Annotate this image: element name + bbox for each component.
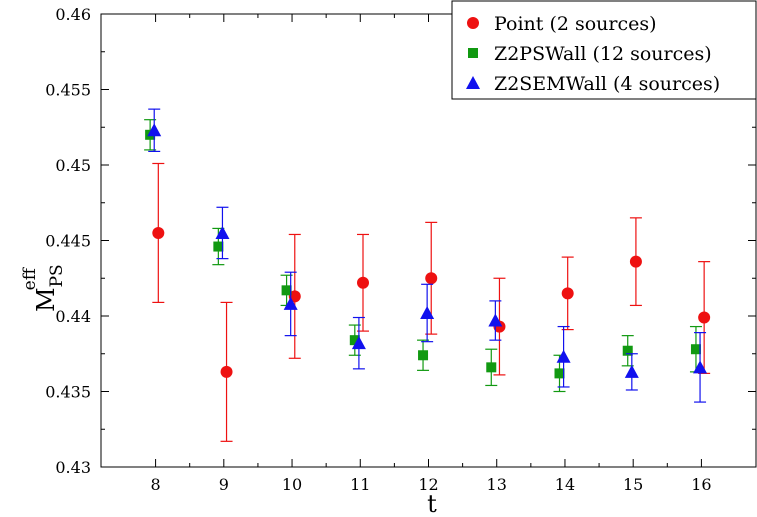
y-tick-label: 0.46 (55, 5, 91, 24)
circle-marker (152, 226, 165, 239)
triangle-marker (556, 349, 571, 363)
legend-label: Z2PSWall (12 sources) (494, 43, 712, 65)
axis-ticks: 8 9 10 11 12 13 14 15 16 0.43 0.435 0.44 0.445 0.45 0.… (45, 5, 756, 494)
square-marker (213, 241, 224, 252)
y-tick-label: 0.44 (55, 307, 91, 326)
circle-marker (629, 255, 642, 268)
x-tick-label: 12 (418, 475, 438, 494)
circle-marker (220, 365, 233, 378)
y-tick-label: 0.435 (45, 383, 91, 402)
square-marker (349, 335, 360, 346)
triangle-marker (624, 364, 639, 378)
x-tick-label: 16 (691, 475, 711, 494)
square-marker (554, 368, 565, 379)
legend: Point (2 sources) Z2PSWall (12 sources) Z2… (451, 0, 757, 100)
circle-marker (357, 276, 369, 289)
x-tick-label: 9 (219, 475, 229, 494)
x-tick-label: 11 (350, 475, 370, 494)
square-marker (622, 345, 633, 356)
x-tick-label: 10 (282, 475, 302, 494)
y-axis-label-subscript: PS (47, 264, 67, 287)
triangle-marker (488, 313, 503, 327)
x-axis-label: t (427, 490, 437, 517)
legend-square-symbol (468, 48, 478, 58)
triangle-marker (693, 360, 708, 374)
x-tick-label: 14 (555, 475, 575, 494)
y-tick-label: 0.45 (55, 156, 91, 175)
square-marker (690, 344, 701, 355)
y-tick-label: 0.43 (55, 458, 91, 477)
square-marker (486, 362, 497, 373)
y-tick-label: 0.455 (45, 81, 91, 100)
y-axis-label: MPS eff (20, 264, 67, 312)
x-tick-label: 8 (150, 475, 160, 494)
triangle-marker (420, 305, 435, 319)
legend-triangle-symbol (466, 76, 480, 89)
triangle-marker (351, 336, 366, 350)
y-tick-label: 0.445 (45, 232, 91, 251)
triangle-marker (147, 123, 162, 137)
triangle-marker (215, 225, 230, 239)
x-tick-label: 15 (623, 475, 643, 494)
legend-box (451, 0, 757, 100)
legend-label: Z2SEMWall (4 sources) (494, 73, 720, 95)
y-axis-label-base: M (32, 287, 60, 312)
square-marker (418, 350, 429, 361)
y-axis-label-superscript: eff (20, 266, 40, 290)
legend-label: Point (2 sources) (494, 13, 657, 35)
svg-text:MPSeff: MPS eff (20, 264, 67, 312)
circle-marker (561, 287, 574, 300)
legend-circle-symbol (467, 17, 479, 29)
circle-marker (698, 311, 711, 324)
x-tick-label: 13 (487, 475, 507, 494)
triangle-marker (283, 296, 298, 310)
circle-marker (425, 272, 438, 285)
data-markers (144, 108, 711, 442)
square-marker (281, 285, 292, 296)
